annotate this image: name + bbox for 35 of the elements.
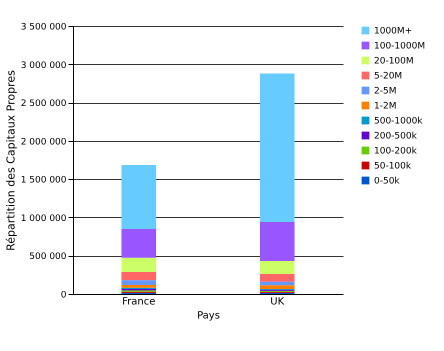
y-tick-label: 3 500 000 (20, 22, 67, 32)
bar (260, 274, 295, 282)
legend-label: 1000M+ (374, 26, 412, 36)
bar (121, 164, 156, 229)
legend-label: 50-100k (374, 162, 412, 172)
y-tick-label: 1 000 000 (20, 214, 67, 224)
legend-label: 2-5M (374, 86, 396, 96)
bar (121, 285, 156, 288)
legend-label: 5-20M (374, 72, 402, 82)
y-tick-label: 500 000 (29, 252, 67, 262)
y-tick-label: 1 500 000 (20, 176, 67, 186)
bar (260, 285, 295, 290)
bar (121, 228, 156, 258)
y-tick-label: 2 000 000 (20, 137, 67, 148)
y-axis-title: Répartition des Capitaux Propres (4, 70, 18, 251)
legend-label: 200-500k (374, 132, 418, 142)
legend-label: 0-50k (374, 176, 400, 186)
y-tick-label: 0 (60, 290, 67, 300)
x-tick-label: France (122, 296, 156, 308)
x-tick-label: UK (270, 296, 285, 308)
legend-label: 20-100M (374, 56, 414, 66)
bar (121, 280, 156, 286)
bar (121, 272, 156, 280)
x-axis-title: Pays (197, 310, 220, 322)
y-tick-label: 2 500 000 (20, 99, 67, 110)
bar (260, 222, 295, 261)
y-tick-label: 3 000 000 (20, 60, 67, 71)
bar (121, 258, 156, 272)
legend-label: 100-200k (374, 146, 418, 156)
legend-label: 100-1000M (374, 42, 426, 52)
legend-label: 1-2M (374, 102, 396, 112)
bar (260, 261, 295, 274)
bar (260, 73, 295, 222)
legend-label: 500-1000k (374, 116, 424, 126)
bar (260, 282, 295, 286)
